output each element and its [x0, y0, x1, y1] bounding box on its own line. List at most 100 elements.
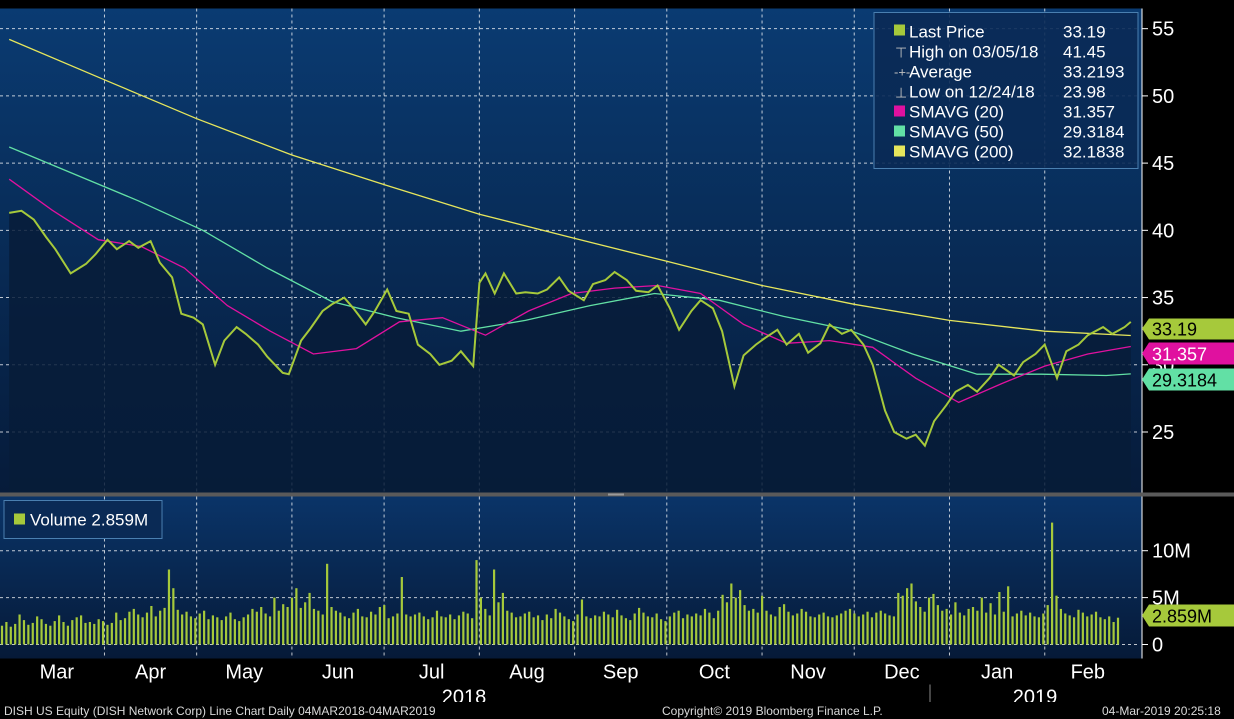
footer-timestamp: 04-Mar-2019 20:25:18 [1102, 704, 1221, 718]
volume-bar [242, 617, 245, 645]
month-label: Apr [135, 662, 166, 684]
volume-bar [1059, 608, 1062, 645]
volume-bar [84, 622, 87, 645]
volume-bar [523, 613, 526, 645]
volume-bar [378, 607, 381, 645]
volume-bar [967, 608, 970, 645]
volume-bar [594, 615, 597, 645]
volume-bar [602, 611, 606, 645]
volume-bar [782, 604, 786, 645]
volume-bar [233, 619, 236, 645]
volume-bar [800, 608, 803, 645]
volume-bar [558, 612, 562, 645]
volume-bar [796, 613, 799, 645]
volume-bar [391, 616, 395, 645]
volume-bar [642, 612, 645, 645]
volume-bar [286, 607, 289, 645]
volume-bar [1037, 617, 1041, 645]
volume-bar [633, 613, 636, 645]
sma200-line [8, 38, 1131, 337]
volume-bar [66, 625, 70, 645]
volume-bar [774, 616, 777, 645]
volume-bar [369, 611, 373, 645]
volume-bar [791, 615, 794, 645]
volume-bar [717, 610, 720, 645]
volume-bar [681, 618, 685, 645]
volume-bar [1007, 586, 1010, 645]
volume-bar [932, 593, 935, 645]
volume-bar [1099, 617, 1102, 645]
month-label: May [225, 662, 263, 684]
volume-bar [238, 621, 241, 645]
price-axis-tick-label: 45 [1152, 153, 1174, 175]
volume-bar [761, 595, 764, 645]
volume-bar [822, 612, 825, 645]
volume-bar [449, 614, 452, 645]
volume-bar [453, 619, 456, 645]
volume-bar [980, 597, 983, 645]
volume-bar [945, 608, 948, 645]
legend-average-label: Average [909, 63, 972, 82]
volume-bar [251, 608, 254, 645]
volume-bar [488, 615, 491, 645]
volume-bar [901, 595, 904, 645]
volume-bar [765, 610, 768, 645]
volume-bar [949, 614, 953, 645]
volume-bar [1024, 615, 1027, 645]
volume-bar [383, 605, 386, 645]
volume-bar [71, 620, 74, 645]
price-axis-tick-label: 50 [1152, 86, 1174, 108]
volume-tag: 2.859M [1142, 604, 1234, 627]
volume-bar [18, 614, 21, 645]
volume-bar [818, 614, 821, 645]
volume-bar [49, 625, 52, 645]
volume-bar [853, 613, 856, 645]
month-label: Feb [1071, 662, 1105, 684]
time-axis-background [0, 658, 1234, 711]
time-axis: Mar Apr May Jun Jul Aug Sep Oct Nov Dec Jan Feb2018… [40, 662, 1105, 709]
volume-bar [813, 617, 816, 645]
volume-bar [809, 616, 812, 645]
volume-bar [224, 616, 228, 645]
volume-bar [5, 622, 8, 645]
volume-bar [616, 609, 619, 645]
volume-bar [154, 616, 157, 645]
volume-bar [1094, 611, 1098, 645]
volume-axis-tick-label: 5M [1152, 588, 1180, 610]
volume-bar [194, 618, 197, 645]
volume-bar [106, 624, 109, 645]
volume-bar [1015, 613, 1019, 645]
volume-bar [501, 592, 504, 645]
volume-bar [229, 612, 232, 645]
volume-bar [1046, 605, 1049, 645]
volume-bar [334, 610, 338, 645]
volume-bar [739, 590, 742, 645]
volume-bar [637, 607, 641, 645]
legend-sma200-label: SMAVG (200) [909, 143, 1014, 162]
volume-bar [444, 617, 447, 645]
volume-bar [787, 611, 790, 645]
volume-bar [567, 619, 570, 645]
volume-bar [870, 617, 874, 645]
volume-bar [176, 609, 179, 645]
volume-bar [936, 605, 939, 645]
volume-bar [365, 617, 368, 645]
volume-bar [734, 597, 737, 645]
volume-bar [985, 612, 988, 645]
volume-bar [62, 622, 65, 645]
volume-bar [277, 610, 280, 645]
volume-bar [510, 612, 513, 645]
volume-bar [317, 610, 320, 645]
sma50-tag: 29.3184 [1142, 368, 1234, 391]
splitter-handle-icon [608, 493, 624, 496]
volume-bar [475, 560, 478, 645]
volume-bar [712, 618, 715, 645]
volume-bar [27, 624, 30, 645]
volume-bar [857, 616, 860, 645]
volume-bar [752, 608, 755, 645]
month-label: Nov [790, 662, 826, 684]
volume-bar [413, 614, 417, 645]
volume-bar [203, 610, 206, 645]
price-axis-background [1142, 8, 1234, 493]
